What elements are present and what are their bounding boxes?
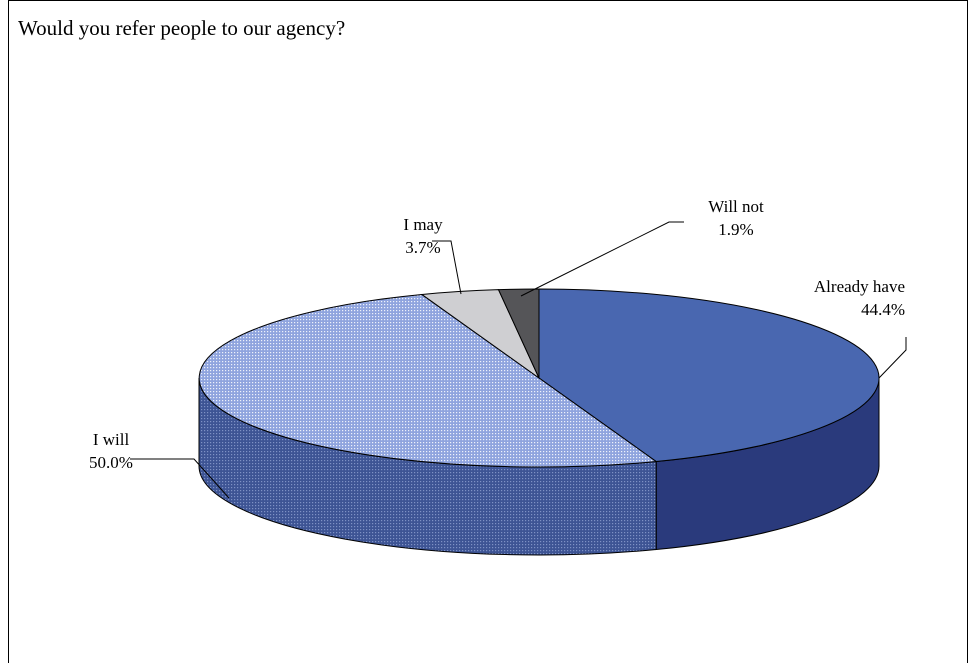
- data-labels: Already have 44.4% I will 50.0% I may 3.7% Wil…: [89, 197, 905, 472]
- pie-slice-i-will: [199, 293, 658, 468]
- value-will-not: 1.9%: [718, 220, 753, 239]
- leader-line-i-may: [432, 240, 462, 295]
- chart-frame: Would you refer people to our agency? Al…: [8, 0, 968, 663]
- pie-slice-already-have: [538, 288, 880, 463]
- leader-line-i-will: [130, 458, 230, 499]
- chart-title: Would you refer people to our agency?: [18, 16, 346, 40]
- pie-slice-will-not: [497, 288, 540, 379]
- label-i-may: I may: [403, 215, 443, 234]
- leader-lines: [130, 221, 907, 499]
- value-i-will: 50.0%: [89, 453, 133, 472]
- label-already-have: Already have: [814, 277, 905, 296]
- value-i-may: 3.7%: [405, 238, 440, 257]
- value-already-have: 44.4%: [861, 300, 905, 319]
- leader-line-will-not: [520, 221, 684, 297]
- leader-line-already-have: [878, 337, 907, 379]
- pie-chart: Already have 44.4% I will 50.0% I may 3.7% Wil…: [89, 197, 907, 556]
- label-i-will: I will: [93, 430, 130, 449]
- pie-top-faces: [199, 288, 880, 468]
- label-will-not: Will not: [708, 197, 764, 216]
